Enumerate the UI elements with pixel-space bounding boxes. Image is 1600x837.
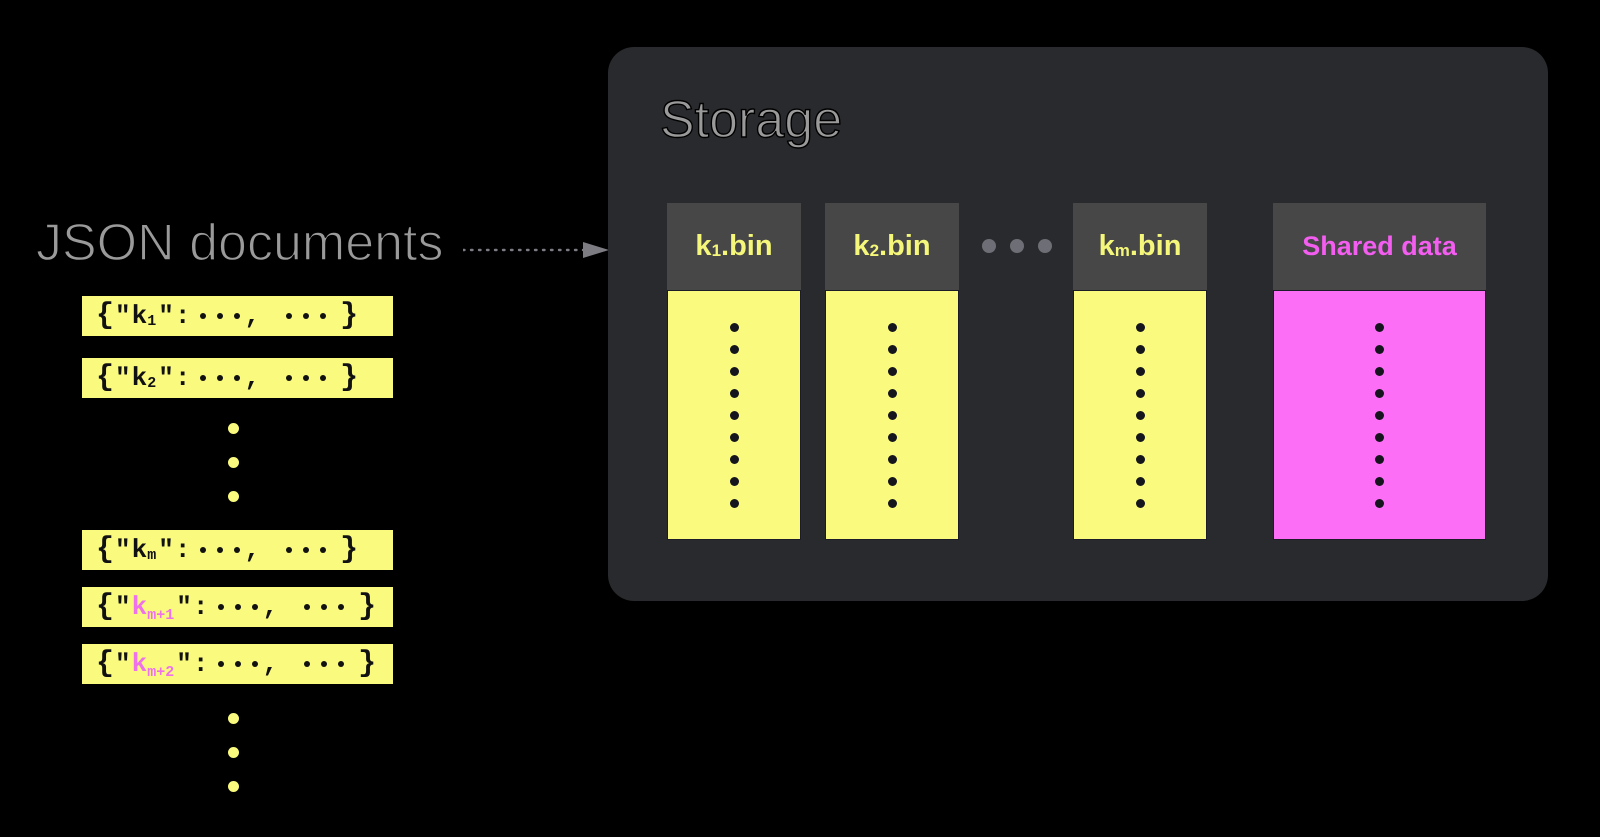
svg-text:JSON documents: JSON documents [36, 214, 444, 272]
svg-text:Storage: Storage [660, 91, 842, 149]
